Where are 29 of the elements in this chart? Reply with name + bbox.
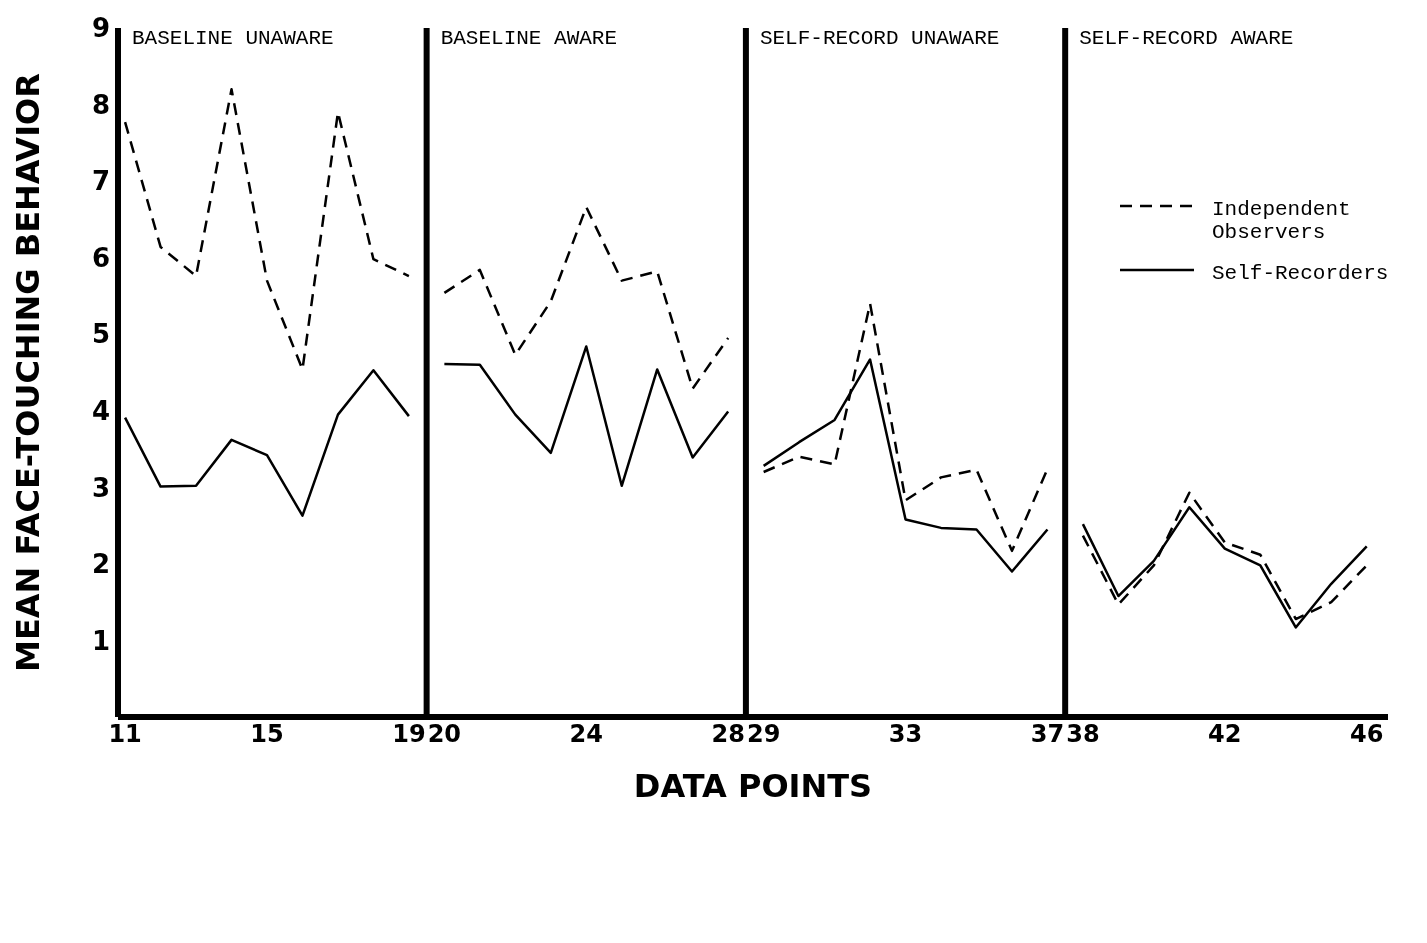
y-tick-label: 4 [91, 396, 110, 427]
y-tick-label: 1 [91, 625, 110, 656]
y-axis-title: MEAN FACE-TOUCHING BEHAVIOR [9, 73, 48, 672]
y-tick-label: 9 [91, 13, 110, 44]
y-tick-label: 3 [91, 472, 110, 503]
x-tick-label: 20 [427, 720, 462, 749]
y-tick-label: 6 [91, 242, 110, 273]
x-tick-label: 33 [888, 720, 923, 749]
x-axis-title: DATA POINTS [633, 767, 873, 805]
x-tick-label: 38 [1066, 720, 1100, 749]
annotation: SELF-RECORD AWARE [1079, 26, 1294, 50]
x-tick-label: 19 [392, 720, 426, 749]
x-tick-label: 42 [1208, 720, 1242, 749]
annotation: BASELINE UNAWARE [132, 26, 334, 50]
legend-label: Self-Recorders [1212, 262, 1390, 285]
x-tick-label: 46 [1350, 720, 1384, 749]
x-tick-label: 15 [250, 720, 284, 749]
x-tick-label: 11 [108, 720, 142, 749]
x-tick-label: 28 [711, 720, 745, 749]
y-tick-label: 5 [91, 319, 110, 350]
x-tick-label: 29 [746, 720, 781, 749]
y-tick-label: 2 [91, 549, 110, 580]
y-tick-label: 7 [91, 166, 110, 197]
annotation: BASELINE AWARE [440, 26, 618, 50]
x-tick-label: 37 [1030, 720, 1065, 749]
annotation: SELF-RECORD UNAWARE [759, 26, 1000, 50]
x-tick-label: 24 [569, 720, 603, 749]
y-tick-label: 8 [91, 89, 110, 120]
legend-label: Independent Observers [1212, 198, 1352, 244]
